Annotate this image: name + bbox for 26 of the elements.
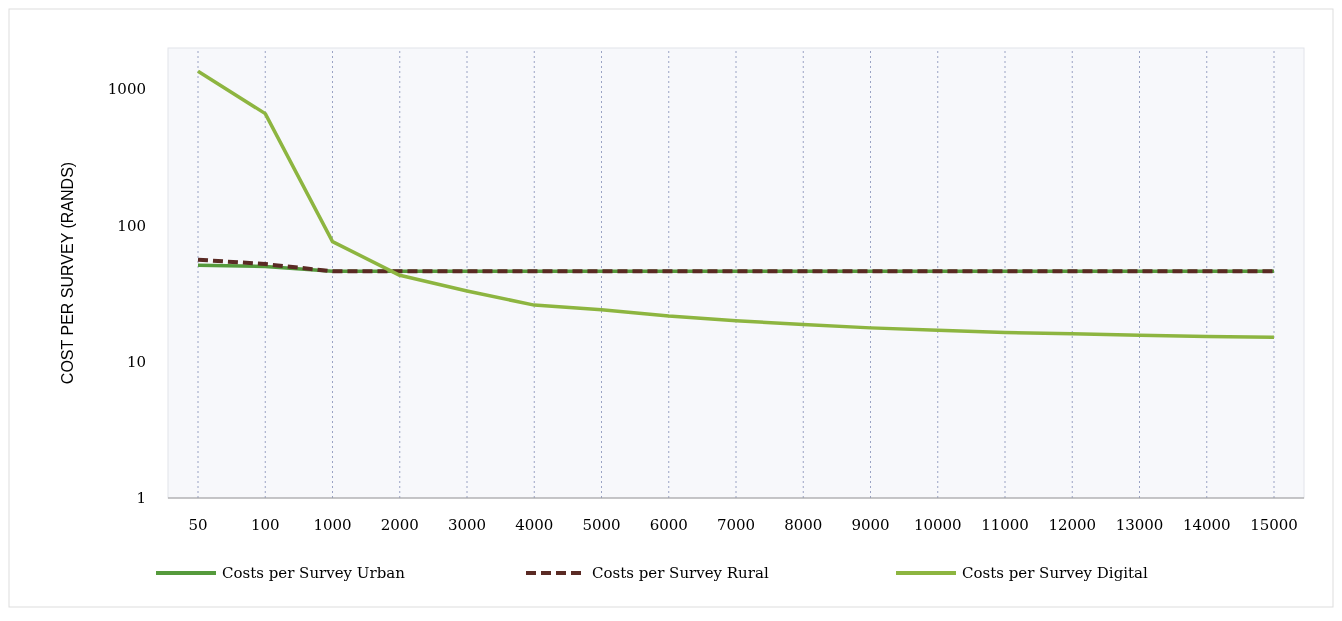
y-tick-label: 10 xyxy=(126,352,146,371)
x-tick-label: 6000 xyxy=(649,516,688,534)
x-tick-label: 2000 xyxy=(380,516,419,534)
y-tick-label: 1000 xyxy=(107,80,146,99)
x-tick-label: 5000 xyxy=(582,516,621,534)
x-tick-label: 12000 xyxy=(1048,516,1097,534)
x-tick-label: 13000 xyxy=(1115,516,1164,534)
x-tick-label: 10000 xyxy=(913,516,962,534)
x-tick-label: 1000 xyxy=(313,516,352,534)
legend-label: Costs per Survey Rural xyxy=(592,564,769,583)
legend-label: Costs per Survey Urban xyxy=(222,564,406,583)
x-tick-label: 14000 xyxy=(1182,516,1231,534)
legend-label: Costs per Survey Digital xyxy=(962,564,1149,583)
y-tick-label: 1 xyxy=(136,489,146,508)
x-tick-label: 7000 xyxy=(716,516,756,534)
x-tick-label: 15000 xyxy=(1250,516,1298,534)
y-axis-title: COST PER SURVEY (RANDS) xyxy=(59,161,76,385)
y-tick-label: 100 xyxy=(117,216,146,235)
x-tick-label: 4000 xyxy=(515,516,554,534)
x-tick-label: 9000 xyxy=(851,516,890,534)
x-tick-label: 3000 xyxy=(447,516,487,534)
x-tick-label: 50 xyxy=(188,516,208,534)
x-tick-label: 8000 xyxy=(784,516,823,534)
line-series xyxy=(196,69,1276,340)
x-tick-label: 11000 xyxy=(981,516,1029,534)
x-tick-label: 100 xyxy=(250,516,280,534)
